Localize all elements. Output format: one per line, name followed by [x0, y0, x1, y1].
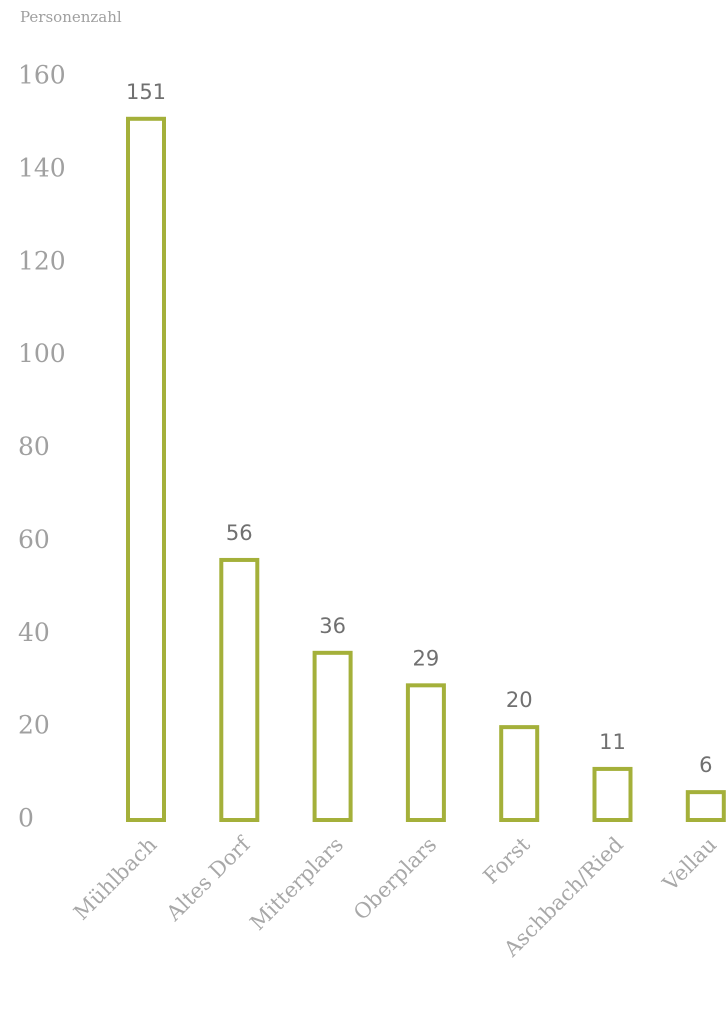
- y-tick-label: 140: [18, 153, 66, 182]
- value-label: 20: [506, 688, 533, 712]
- bar: [219, 557, 260, 822]
- y-tick-label: 160: [18, 61, 66, 90]
- x-tick-label: Altes Dorf: [161, 831, 256, 926]
- x-tick-label: Mühlbach: [69, 832, 161, 924]
- value-label: 36: [319, 614, 346, 638]
- x-tick-label: Forst: [479, 832, 535, 888]
- bar: [126, 116, 166, 822]
- x-tick-label: Oberplars: [349, 832, 441, 924]
- x-tick-label: Mitterplars: [245, 832, 348, 935]
- y-tick-label: 80: [18, 432, 50, 461]
- value-label: 11: [599, 730, 626, 754]
- y-tick-label: 20: [18, 711, 50, 740]
- y-tick-label: 40: [18, 618, 50, 647]
- bar: [312, 650, 353, 823]
- y-tick-label: 60: [18, 525, 50, 554]
- y-tick-label: 0: [18, 804, 34, 833]
- y-axis-label: Personenzahl: [20, 8, 122, 26]
- bar: [499, 725, 540, 822]
- x-tick-label: Vellau: [657, 832, 721, 896]
- y-tick-label: 120: [18, 246, 66, 275]
- value-label: 151: [126, 80, 166, 104]
- y-tick-label: 100: [18, 339, 66, 368]
- bar: [405, 683, 446, 822]
- value-label: 56: [226, 521, 253, 545]
- bar: [592, 766, 633, 823]
- bar: [685, 790, 726, 823]
- value-label: 29: [413, 646, 440, 670]
- value-label: 6: [699, 753, 712, 777]
